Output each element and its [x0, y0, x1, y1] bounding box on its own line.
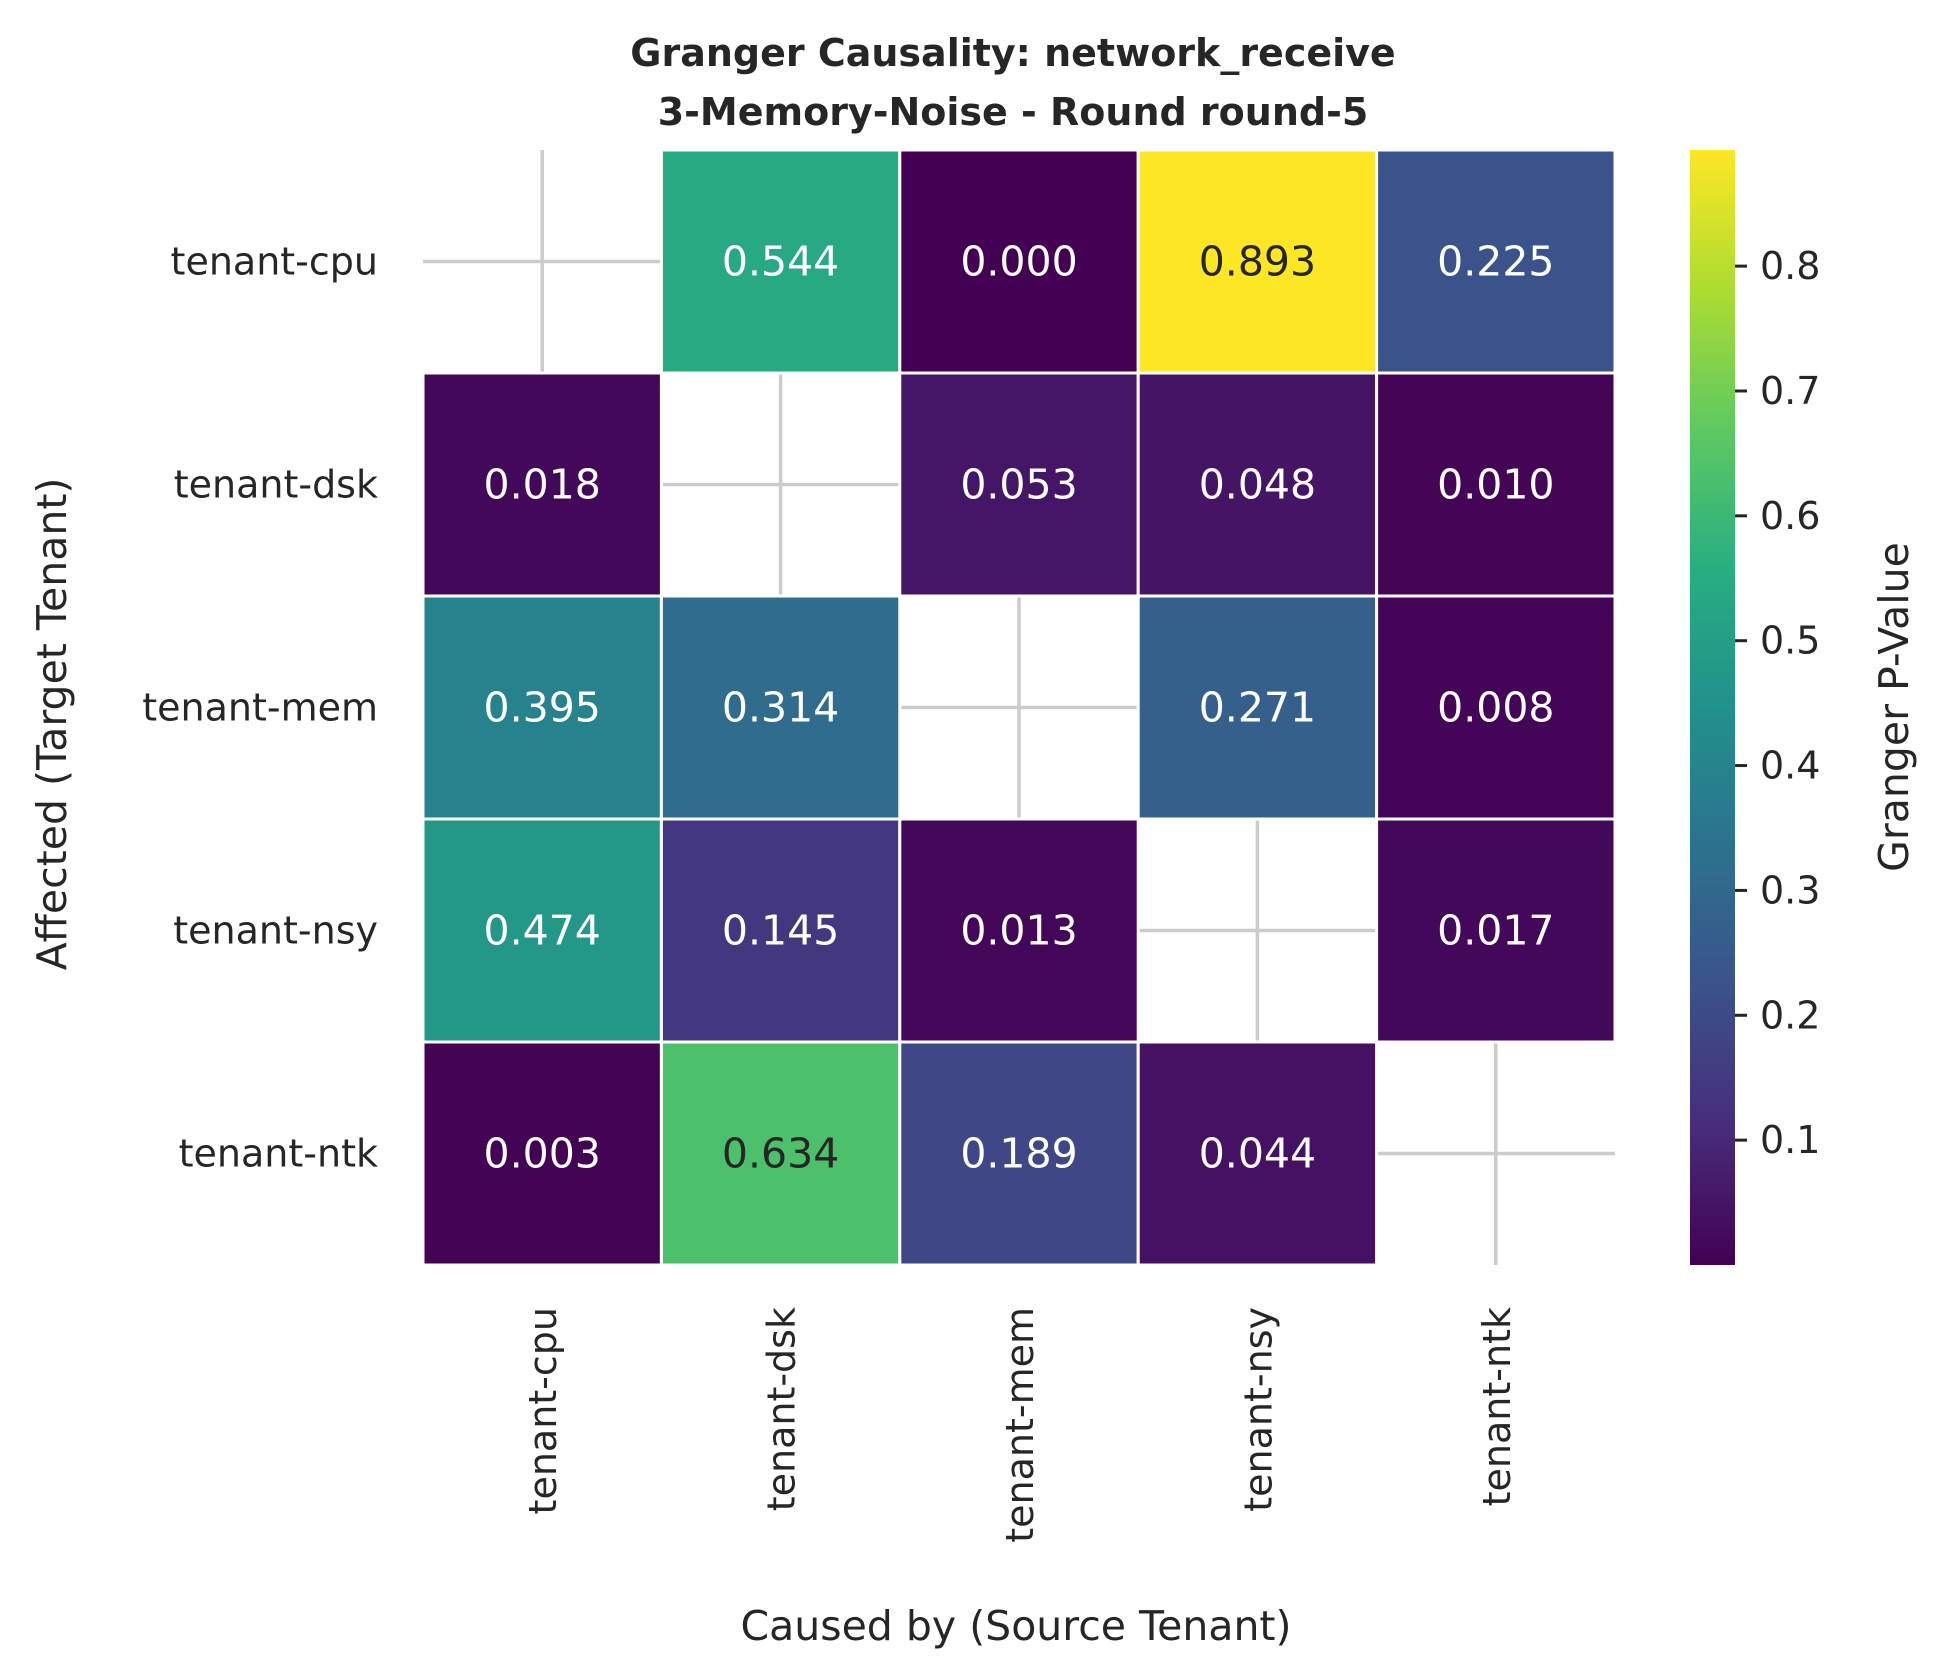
- heatmap-cell: [1375, 817, 1617, 1044]
- heatmap-cell: [659, 817, 902, 1044]
- x-tick-label: tenant-ntk: [1475, 1307, 1519, 1506]
- y-tick-label: tenant-dsk: [174, 463, 378, 507]
- colorbar-tick-label: 0.7: [1760, 369, 1820, 413]
- cell-value-label: 0.017: [1437, 907, 1554, 955]
- cell-value-label: 0.189: [960, 1130, 1077, 1178]
- colorbar: 0.1 0.2 0.3 0.4 0.5 0.6 0.7 0.8 Granger P-Value: [1690, 150, 1918, 1265]
- chart-title-line2: 3-Memory-Noise - Round round-5: [658, 90, 1369, 134]
- heatmap-cell: [1136, 594, 1379, 821]
- heatmap-cell: [421, 817, 663, 1044]
- heatmap-cell: [421, 1040, 663, 1267]
- cell-value-label: 0.044: [1199, 1130, 1316, 1178]
- heatmap-cell: [1375, 371, 1617, 598]
- colorbar-tick-label: 0.3: [1760, 868, 1820, 912]
- heatmap-cell: [898, 371, 1140, 598]
- cell-value-label: 0.225: [1437, 238, 1554, 286]
- cell-value-label: 0.008: [1437, 684, 1554, 732]
- cell-value-label: 0.145: [722, 907, 839, 955]
- heatmap-cell: [659, 1040, 902, 1267]
- heatmap-cell: [1375, 594, 1617, 821]
- colorbar-gradient: [1690, 150, 1735, 1265]
- cell-value-label: 0.003: [484, 1130, 601, 1178]
- colorbar-tick-label: 0.6: [1760, 494, 1820, 538]
- y-tick-label: tenant-cpu: [171, 240, 378, 284]
- x-tick-labels: tenant-cpu tenant-dsk tenant-mem tenant-nsy…: [521, 1307, 1519, 1543]
- colorbar-tick-label: 0.2: [1760, 993, 1820, 1037]
- x-axis-label: Caused by (Source Tenant): [740, 1602, 1291, 1650]
- heatmap-cell: [1136, 1040, 1379, 1267]
- cell-value-label: 0.013: [960, 907, 1077, 955]
- cell-labels: 0.544 0.000 0.893 0.225 0.018 0.053 0.048 0.010…: [484, 238, 1555, 1178]
- cell-value-label: 0.474: [484, 907, 601, 955]
- x-tick-label: tenant-cpu: [521, 1307, 565, 1514]
- heatmap-cells: [421, 148, 1617, 1267]
- colorbar-label: Granger P-Value: [1870, 542, 1918, 872]
- cell-value-label: 0.018: [484, 461, 601, 509]
- y-tick-label: tenant-nsy: [173, 909, 378, 953]
- heatmap-cell: [421, 371, 663, 598]
- x-tick-label: tenant-dsk: [760, 1307, 804, 1511]
- cell-value-label: 0.544: [722, 238, 839, 286]
- heatmap-cell: [1375, 148, 1617, 375]
- cell-value-label: 0.314: [722, 684, 839, 732]
- chart-title-line1: Granger Causality: network_receive: [630, 31, 1395, 75]
- cell-value-label: 0.000: [960, 238, 1077, 286]
- cell-value-label: 0.010: [1437, 461, 1554, 509]
- cell-value-label: 0.048: [1199, 461, 1316, 509]
- y-tick-labels: tenant-cpu tenant-dsk tenant-mem tenant-nsy…: [142, 240, 378, 1176]
- colorbar-tick-label: 0.8: [1760, 244, 1820, 288]
- heatmap-cell: [1136, 371, 1379, 598]
- colorbar-tick-label: 0.4: [1760, 744, 1820, 788]
- y-tick-label: tenant-ntk: [179, 1132, 378, 1176]
- colorbar-ticks: 0.1 0.2 0.3 0.4 0.5 0.6 0.7 0.8: [1735, 244, 1820, 1162]
- heatmap-cell: [898, 1040, 1140, 1267]
- colorbar-tick-label: 0.1: [1760, 1118, 1820, 1162]
- cell-value-label: 0.893: [1199, 238, 1316, 286]
- y-tick-label: tenant-mem: [142, 686, 378, 730]
- x-tick-label: tenant-nsy: [1236, 1307, 1280, 1512]
- cell-value-label: 0.271: [1199, 684, 1316, 732]
- heatmap-cell: [659, 594, 902, 821]
- cell-value-label: 0.634: [722, 1130, 839, 1178]
- heatmap-cell: [898, 817, 1140, 1044]
- heatmap-cell: [421, 594, 663, 821]
- heatmap-cell: [898, 148, 1140, 375]
- y-axis-label: Affected (Target Tenant): [28, 478, 76, 971]
- cell-value-label: 0.053: [960, 461, 1077, 509]
- cell-value-label: 0.395: [484, 684, 601, 732]
- x-tick-label: tenant-mem: [998, 1307, 1042, 1543]
- colorbar-tick-label: 0.5: [1760, 619, 1820, 663]
